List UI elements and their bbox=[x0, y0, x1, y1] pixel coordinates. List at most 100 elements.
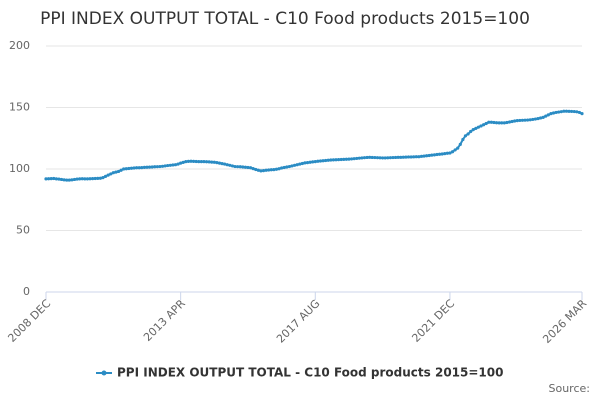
point bbox=[197, 160, 201, 164]
point bbox=[342, 157, 346, 162]
point bbox=[329, 158, 333, 162]
point bbox=[246, 165, 250, 170]
x-tick-label: 2017 AUG bbox=[274, 297, 323, 346]
point bbox=[217, 161, 222, 165]
point bbox=[562, 109, 566, 113]
point bbox=[331, 158, 336, 162]
point bbox=[204, 160, 209, 164]
point bbox=[334, 158, 338, 162]
legend-label: PPI INDEX OUTPUT TOTAL - C10 Food produc… bbox=[117, 366, 503, 380]
point bbox=[166, 163, 170, 168]
point bbox=[538, 116, 543, 120]
point bbox=[59, 177, 64, 182]
point bbox=[194, 159, 198, 164]
point bbox=[116, 169, 121, 174]
point bbox=[57, 177, 61, 181]
point bbox=[96, 176, 100, 180]
point bbox=[554, 110, 558, 115]
point bbox=[575, 110, 579, 114]
point bbox=[127, 166, 131, 171]
point bbox=[78, 177, 82, 181]
point bbox=[303, 161, 307, 165]
point bbox=[186, 159, 191, 163]
point bbox=[49, 176, 53, 181]
point bbox=[368, 155, 372, 159]
y-tick-label: 150 bbox=[9, 101, 30, 114]
point bbox=[489, 120, 493, 124]
point bbox=[450, 150, 455, 154]
y-tick-label: 100 bbox=[9, 162, 30, 175]
point bbox=[264, 168, 268, 172]
y-tick-label: 200 bbox=[9, 39, 30, 52]
point bbox=[85, 177, 90, 181]
x-tick-label: 2008 DEC bbox=[5, 297, 53, 345]
point bbox=[137, 166, 141, 170]
point bbox=[510, 119, 514, 124]
point bbox=[251, 167, 255, 171]
point bbox=[321, 159, 325, 163]
point bbox=[526, 118, 530, 122]
point bbox=[456, 146, 460, 150]
point bbox=[236, 165, 240, 169]
point bbox=[396, 155, 400, 159]
point bbox=[557, 110, 561, 114]
point bbox=[316, 159, 320, 163]
point bbox=[155, 165, 159, 169]
point bbox=[422, 154, 426, 158]
point bbox=[381, 156, 385, 160]
point bbox=[375, 156, 380, 160]
point bbox=[171, 163, 175, 167]
point bbox=[414, 155, 418, 159]
point bbox=[223, 162, 227, 166]
point bbox=[145, 165, 149, 169]
point bbox=[72, 177, 77, 182]
point bbox=[163, 164, 167, 168]
point bbox=[54, 177, 58, 181]
point bbox=[471, 128, 475, 132]
point bbox=[287, 164, 292, 169]
point bbox=[181, 160, 185, 164]
point bbox=[515, 119, 519, 123]
point bbox=[570, 109, 574, 114]
point bbox=[179, 161, 183, 165]
point bbox=[44, 177, 48, 181]
point bbox=[448, 151, 452, 155]
point bbox=[378, 156, 382, 160]
point bbox=[176, 162, 180, 166]
point bbox=[404, 155, 408, 159]
point bbox=[272, 168, 276, 172]
point bbox=[261, 168, 266, 173]
point bbox=[409, 155, 413, 159]
point bbox=[207, 160, 211, 164]
point bbox=[430, 153, 434, 157]
point bbox=[437, 152, 442, 156]
point bbox=[347, 157, 351, 161]
point bbox=[466, 132, 470, 136]
point bbox=[419, 154, 424, 158]
point bbox=[523, 118, 527, 122]
point bbox=[142, 165, 146, 170]
point bbox=[336, 158, 341, 162]
point bbox=[80, 177, 84, 181]
point bbox=[292, 163, 297, 167]
point bbox=[476, 125, 481, 129]
point bbox=[52, 176, 56, 181]
point bbox=[559, 110, 563, 114]
point bbox=[114, 170, 118, 174]
point bbox=[277, 167, 281, 171]
point bbox=[132, 166, 136, 170]
point bbox=[295, 163, 299, 167]
point bbox=[551, 111, 556, 115]
point bbox=[360, 156, 364, 160]
point bbox=[202, 160, 206, 164]
point bbox=[106, 173, 110, 177]
point bbox=[373, 155, 377, 160]
point bbox=[533, 117, 537, 121]
point bbox=[355, 156, 359, 161]
point bbox=[577, 110, 582, 115]
point bbox=[225, 163, 229, 167]
point bbox=[443, 152, 447, 156]
point bbox=[507, 120, 512, 124]
point bbox=[300, 161, 304, 166]
point bbox=[83, 177, 87, 181]
